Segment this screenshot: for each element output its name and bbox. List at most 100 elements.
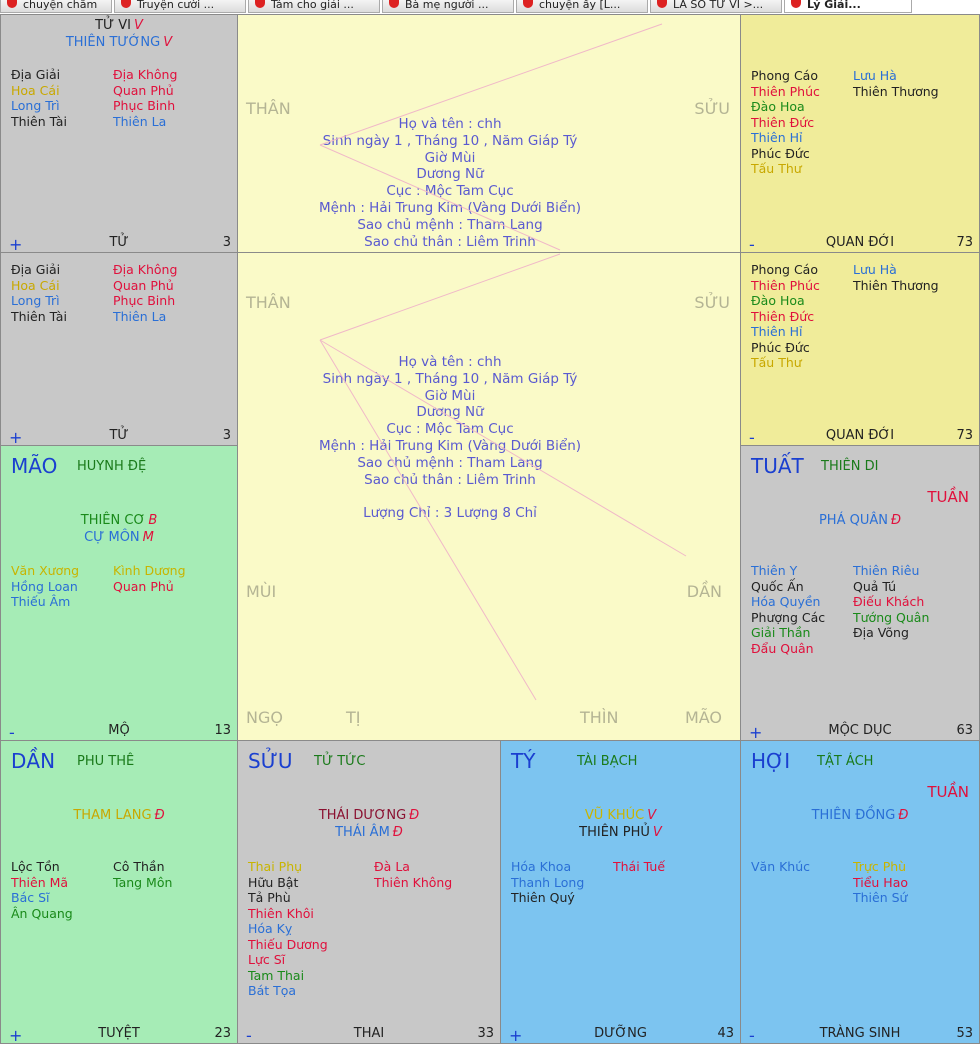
minor-star: Thiên La xyxy=(113,308,167,324)
palace-cell: TỬ VI V THIÊN TƯỚNG V Địa Giải Hoa Cái Long Tr… xyxy=(0,14,238,253)
age: 43 xyxy=(717,1026,734,1041)
minor-star: Thiên Y xyxy=(751,563,798,578)
life-stage: TỬ xyxy=(109,235,129,250)
info-line: Mệnh : Hải Trung Kim (Vàng Dưới Biển) xyxy=(318,438,582,454)
minor-star: Long Trì xyxy=(11,98,60,113)
minor-star: Thiên La xyxy=(113,113,167,129)
minor-star: Quan Phủ xyxy=(113,578,174,594)
life-stage: TỬ xyxy=(109,428,129,443)
minor-star: Thiên Quý xyxy=(511,890,575,905)
minor-star: Tả Phù xyxy=(248,890,291,905)
minor-star: Địa Không xyxy=(113,262,178,277)
main-star-name: VŨ KHÚC xyxy=(584,808,645,823)
palace-branch: TÝ xyxy=(511,749,536,773)
minor-star: Giải Thần xyxy=(751,625,811,640)
browser-tab[interactable]: chuyện chăm ... xyxy=(0,0,112,13)
main-star-grade: Đ xyxy=(154,808,165,823)
main-star-grade: Đ xyxy=(898,808,909,823)
info-line: Giờ Mùi xyxy=(424,149,476,166)
minor-star: Kình Dương xyxy=(113,563,186,578)
main-star: CỰ MÔN M xyxy=(1,529,237,546)
corner-label: SỬU xyxy=(694,99,730,118)
main-star-name: THÁI DƯƠNG xyxy=(318,808,407,823)
minor-star: Địa Giải xyxy=(11,67,61,82)
corner-label: MÃO xyxy=(684,708,722,727)
age: 33 xyxy=(477,1026,494,1041)
main-star-grade: V xyxy=(163,35,173,50)
palace-cell: HỢI TẬT ÁCH TUẦN THIÊN ĐỒNG Đ Văn Khúc Trực Ph… xyxy=(740,740,980,1044)
browser-tab[interactable]: chuyện ấy [L... xyxy=(516,0,648,13)
yin-yang-sign: + xyxy=(9,235,23,253)
info-line: Sao chủ mệnh : Tham Lang xyxy=(357,216,543,233)
browser-tab[interactable]: Tám cho giải ... xyxy=(248,0,380,13)
main-star-name: CỰ MÔN xyxy=(84,530,140,545)
life-stage: TRÀNG SINH xyxy=(819,1026,901,1041)
age: 3 xyxy=(222,235,231,250)
main-star: THIÊN TƯỚNG V xyxy=(1,34,237,51)
life-stage: MỘC DỤC xyxy=(828,723,892,738)
info-line: Cục : Mộc Tam Cục xyxy=(386,421,514,438)
minor-star: Phúc Đức xyxy=(751,145,810,161)
minor-star: Thiên Tài xyxy=(11,308,67,324)
minor-star: Hóa Kỵ xyxy=(248,921,293,936)
palace-cell: TUẤT THIÊN DI TUẦN PHÁ QUÂN Đ Thiên Y Quốc Ấn H… xyxy=(740,445,980,741)
palace-name: THIÊN DI xyxy=(821,459,879,474)
minor-star: Thanh Long xyxy=(511,874,585,890)
minor-star: Quả Tú xyxy=(853,578,897,594)
yin-yang-sign: + xyxy=(749,723,763,741)
corner-label: MÙI xyxy=(246,582,277,601)
info-line: Dương Nữ xyxy=(416,404,484,421)
palace-name: TÀI BẠCH xyxy=(577,754,638,769)
minor-star: Quan Phủ xyxy=(113,277,174,293)
browser-tab[interactable]: Bà mẹ người ... xyxy=(382,0,514,13)
palace-branch: TUẤT xyxy=(751,454,804,478)
minor-star: Thiên Mã xyxy=(11,874,69,890)
minor-star: Hóa Quyền xyxy=(751,594,821,609)
minor-star: Phong Cáo xyxy=(751,68,818,83)
palace-branch: MÃO xyxy=(11,454,58,478)
corner-label: TỊ xyxy=(346,708,361,727)
main-star: THAM LANG Đ xyxy=(1,807,237,824)
info-panel: THÂN SỬU MÙI DẦN NGỌ TỊ THÌN MÃO Họ và tên : chh… xyxy=(237,252,741,741)
corner-label: SỬU xyxy=(694,293,730,312)
browser-tab[interactable]: Lý Giải... xyxy=(784,0,912,13)
age: 73 xyxy=(956,428,973,443)
main-star-grade: Đ xyxy=(392,825,403,840)
minor-star: Thiếu Âm xyxy=(11,594,71,609)
palace-branch: DẦN xyxy=(11,749,56,773)
minor-star: Thái Tuế xyxy=(613,859,666,874)
main-star-grade: V xyxy=(652,825,662,840)
minor-star: Thiên Hỉ xyxy=(751,324,803,339)
minor-star: Bát Tọa xyxy=(248,983,297,998)
palace-cell: Phong Cáo Thiên Phúc Đào Hoa Thiên Đức Thiên… xyxy=(740,252,980,446)
minor-star: Hồng Loan xyxy=(11,578,78,594)
main-star: PHÁ QUÂN Đ xyxy=(741,512,979,529)
main-star-name: THÁI ÂM xyxy=(335,825,390,840)
yin-yang-sign: - xyxy=(9,723,15,741)
minor-star: Hoa Cái xyxy=(11,277,60,293)
minor-star: Địa Giải xyxy=(11,262,61,277)
minor-star: Tam Thai xyxy=(248,967,305,983)
palace-branch: SỬU xyxy=(248,749,293,773)
main-star-grade: Đ xyxy=(409,808,420,823)
palace-cell: SỬU TỬ TỨC THÁI DƯƠNG Đ THÁI ÂM Đ Thai Phụ Hữu … xyxy=(237,740,501,1044)
yin-yang-sign: + xyxy=(509,1026,523,1044)
minor-star: Lưu Hà xyxy=(853,262,897,277)
main-star: THÁI DƯƠNG Đ xyxy=(238,807,500,824)
minor-star: Thiên Đức xyxy=(751,114,815,130)
info-line: Cục : Mộc Tam Cục xyxy=(386,183,514,200)
browser-tab[interactable]: Truyện cười ... xyxy=(114,0,246,13)
browser-tab[interactable]: LÁ SỐ TỬ VI >... xyxy=(650,0,782,13)
minor-star: Địa Võng xyxy=(853,625,909,640)
minor-star: Hữu Bật xyxy=(248,874,299,890)
info-line: Sao chủ thân : Liêm Trinh xyxy=(364,471,536,488)
main-star-name: THIÊN CƠ xyxy=(80,513,146,528)
main-star: THÁI ÂM Đ xyxy=(238,824,500,841)
info-line: Giờ Mùi xyxy=(424,387,476,404)
palace-cell: Phong Cáo Thiên Phúc Đào Hoa Thiên Đức Thiên… xyxy=(740,14,980,253)
minor-star: Văn Khúc xyxy=(751,859,811,874)
main-star-name: THIÊN ĐỒNG xyxy=(811,808,896,823)
life-stage: QUAN ĐỚI xyxy=(825,428,895,443)
minor-star: Bác Sĩ xyxy=(11,890,50,905)
